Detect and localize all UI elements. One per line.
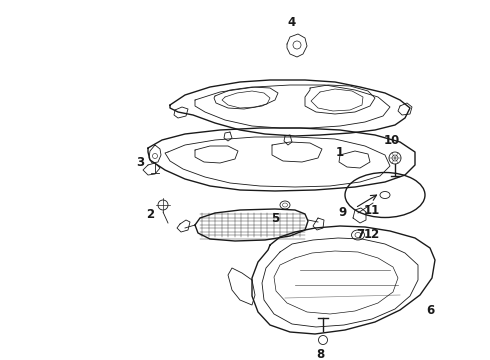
Text: 5: 5 xyxy=(271,211,279,225)
Text: 8: 8 xyxy=(316,348,324,360)
Text: 11: 11 xyxy=(364,203,380,216)
Text: 6: 6 xyxy=(426,303,434,316)
Text: 4: 4 xyxy=(288,15,296,28)
Text: 1: 1 xyxy=(336,145,344,158)
Text: 9: 9 xyxy=(338,206,346,219)
Text: 3: 3 xyxy=(136,157,144,170)
Text: 12: 12 xyxy=(364,229,380,242)
Text: 7: 7 xyxy=(356,229,364,242)
Text: 10: 10 xyxy=(384,134,400,147)
Text: 2: 2 xyxy=(146,208,154,221)
